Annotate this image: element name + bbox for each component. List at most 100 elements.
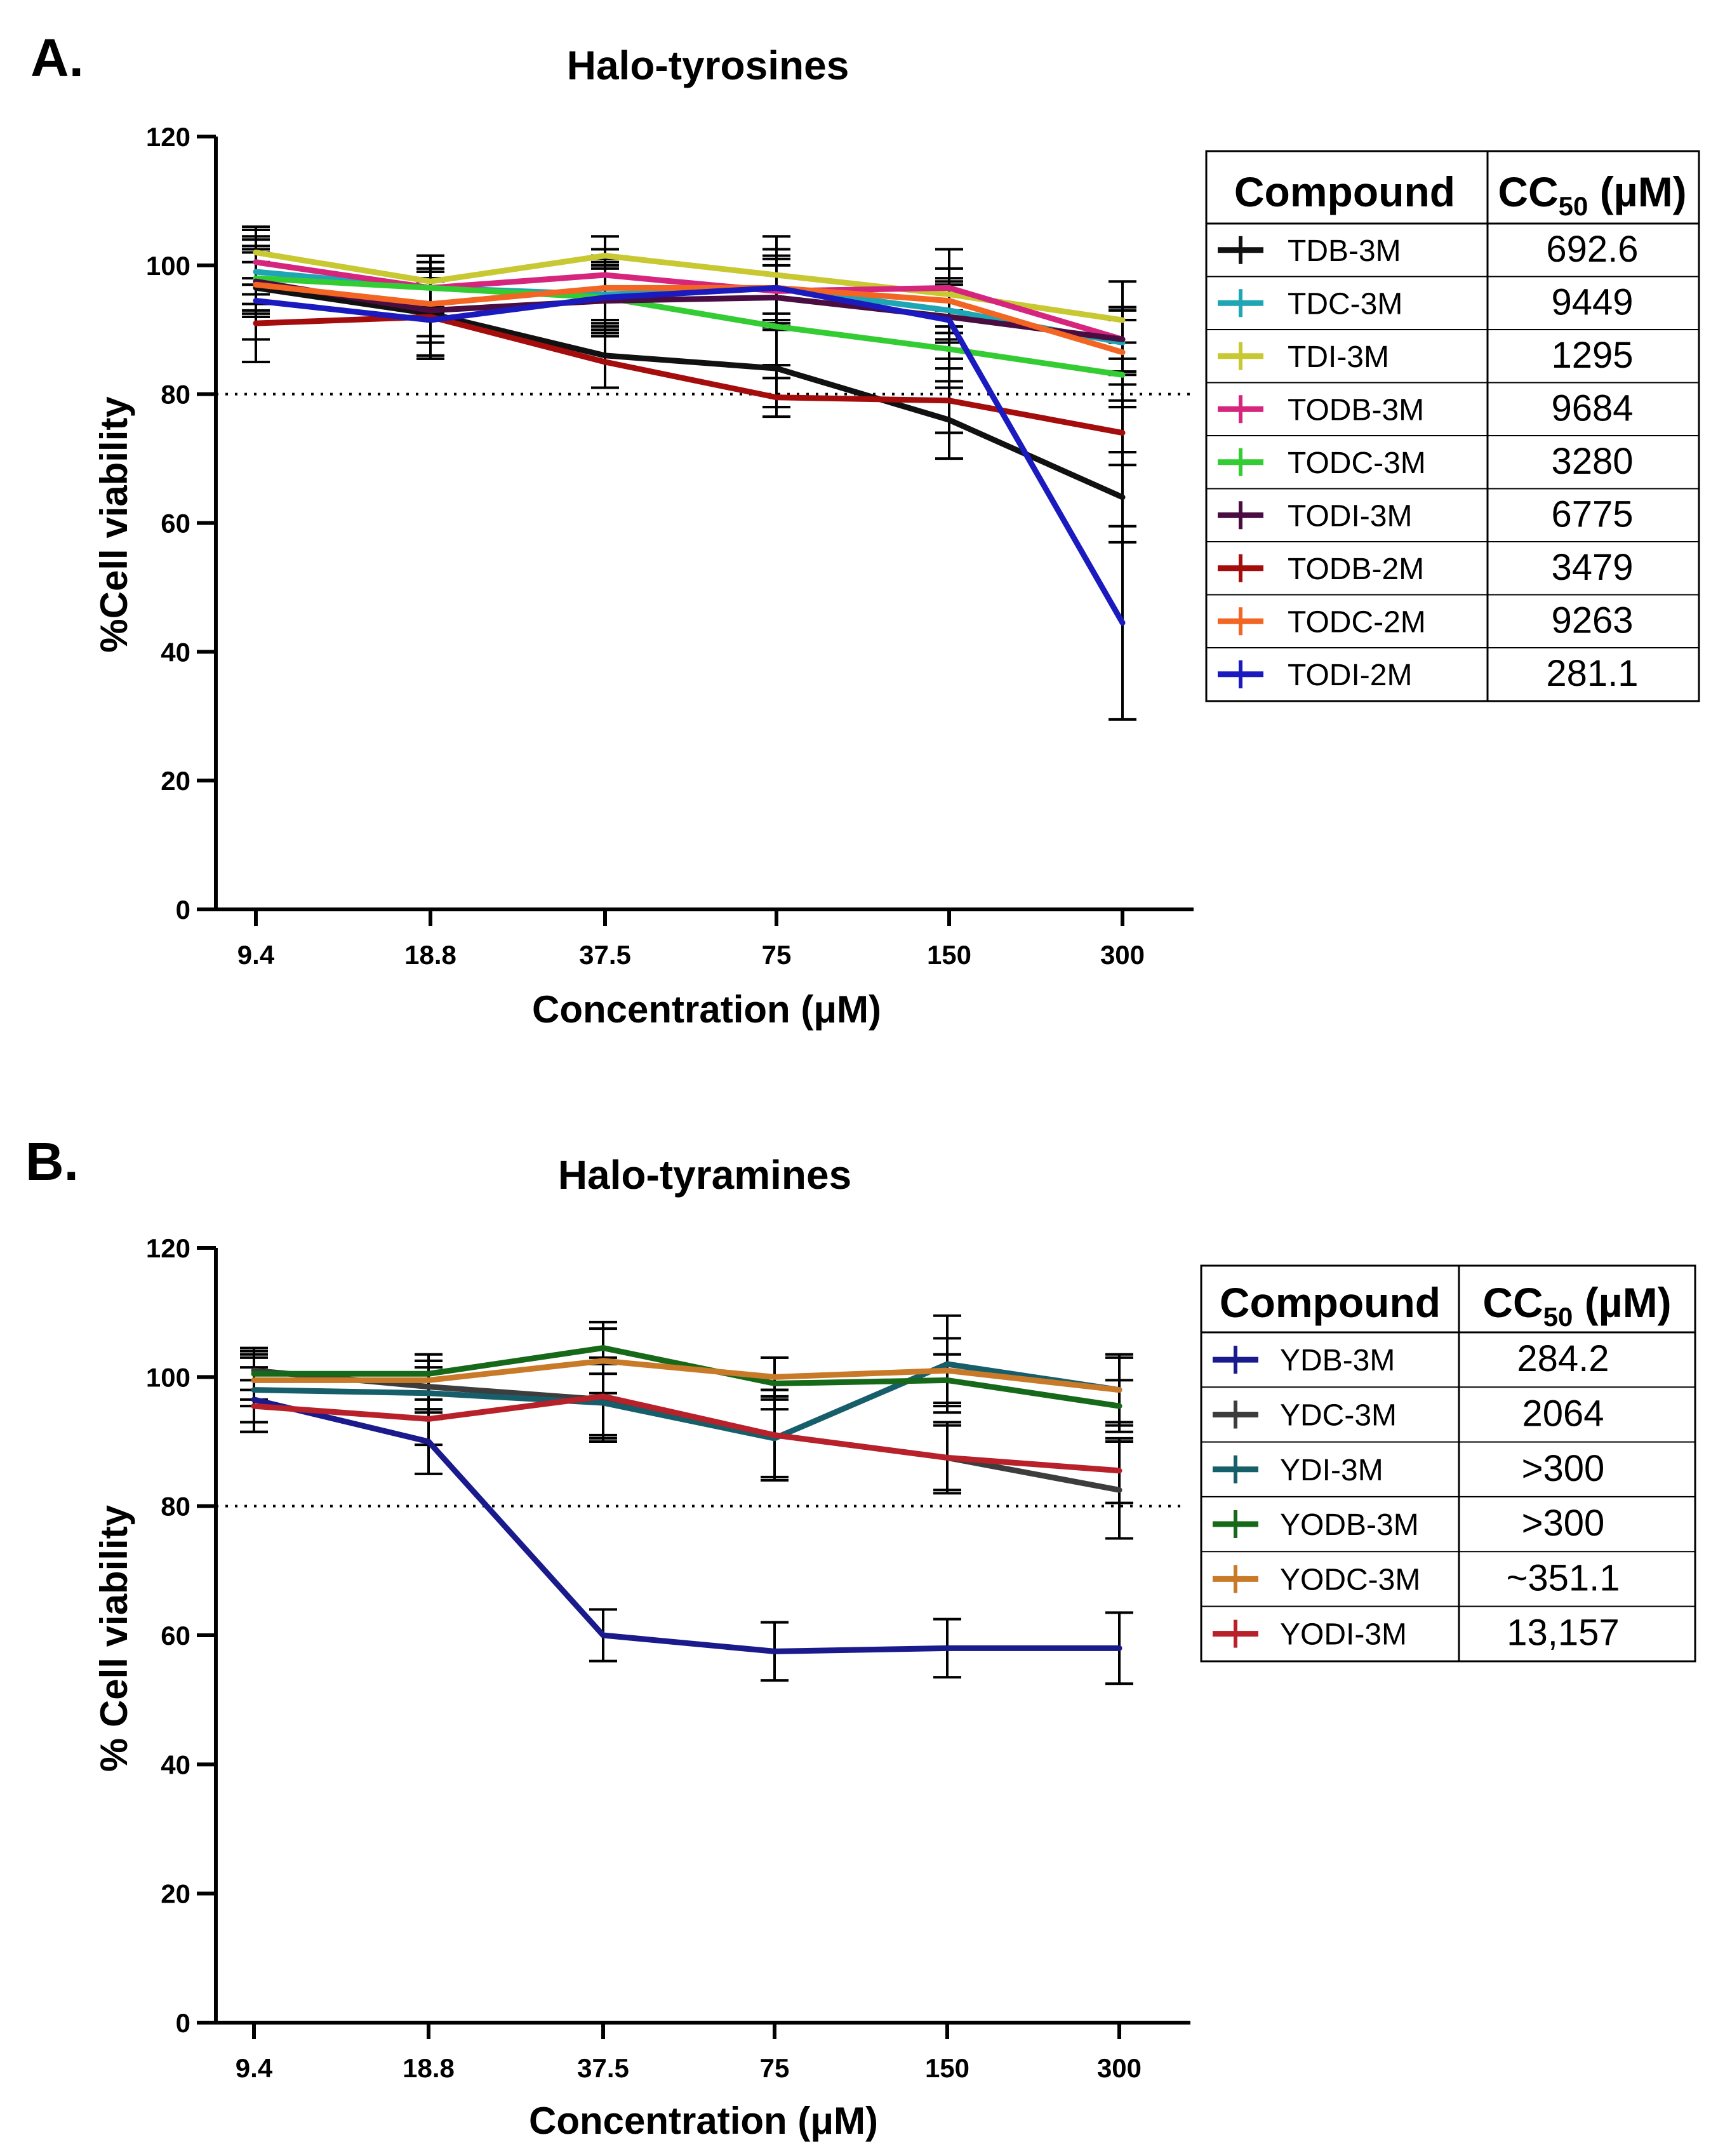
- panel-b-x-tick-label: 18.8: [403, 2053, 455, 2083]
- panel-a-point-todc-2m: [603, 285, 608, 291]
- panel-a-point-todc-2m: [1120, 349, 1125, 355]
- panel-b-legend-cc50-ydb-3m: 284.2: [1517, 1338, 1609, 1379]
- panel-a-point-tdb-3m: [1120, 494, 1125, 500]
- panel-a-y-tick-label: 120: [146, 122, 190, 152]
- panel-b-legend-cc50-ydi-3m: >300: [1522, 1448, 1605, 1489]
- panel-b-point-yodb-3m: [945, 1377, 950, 1383]
- panel-a-legend-cc50-todc-3m: 3280: [1551, 441, 1633, 482]
- panel-a-legend-name-tdi-3m: TDI-3M: [1288, 340, 1389, 374]
- panel-a-point-todi-3m: [1120, 337, 1125, 342]
- panel-b-point-yodb-3m: [601, 1345, 606, 1351]
- panel-a-series-todb-2m: [253, 314, 1126, 436]
- panel-b-legend-cc50-ydc-3m: 2064: [1522, 1393, 1604, 1434]
- panel-a-y-tick-label: 80: [161, 380, 190, 410]
- panel-b-legend-header-cc50: CC50 (µM): [1482, 1279, 1671, 1332]
- panel-a-y-tick-label: 60: [161, 509, 190, 539]
- panel-a-letter: A.: [30, 28, 84, 88]
- panel-a-legend-cc50-todi-2m: 281.1: [1546, 653, 1638, 694]
- panel-a-x-tick-label: 18.8: [404, 940, 456, 970]
- panel-b-letter: B.: [25, 1132, 79, 1191]
- panel-b-legend-row-ydb-3m: YDB-3M 284.2: [1213, 1338, 1609, 1379]
- panel-a-series-todc-3m: [253, 275, 1126, 378]
- panel-b-point-ydb-3m: [1117, 1645, 1122, 1651]
- panel-b-x-tick-label: 9.4: [236, 2053, 273, 2083]
- panel-b-point-ydi-3m: [251, 1387, 256, 1393]
- panel-a-point-todb-3m: [947, 285, 952, 291]
- panel-a-x-tick-label: 300: [1100, 940, 1145, 970]
- panel-b-point-yodi-3m: [1117, 1468, 1122, 1473]
- panel-a-point-tdi-3m: [1120, 318, 1125, 323]
- panel-a-legend-row-tdb-3m: TDB-3M 692.6: [1218, 229, 1639, 270]
- panel-a-legend-name-todc-3m: TODC-3M: [1288, 446, 1426, 480]
- panel-a-point-todi-2m: [1120, 620, 1125, 626]
- panel-b-legend-frame: [1200, 1264, 1696, 1663]
- panel-a-legend-cc50-tdc-3m: 9449: [1551, 281, 1633, 323]
- panel-b-y-tick-label: 40: [161, 1750, 190, 1779]
- panel-a-point-tdb-3m: [947, 417, 952, 423]
- panel-a-legend-name-tdc-3m: TDC-3M: [1288, 287, 1402, 321]
- panel-b-y-tick-label: 60: [161, 1621, 190, 1650]
- panel-a-legend-row-todb-2m: TODB-2M 3479: [1206, 541, 1699, 588]
- panel-b-point-ydb-3m: [251, 1396, 256, 1402]
- panel-a-series-todi-2m: [253, 285, 1126, 626]
- panel-b-y-tick-label: 120: [146, 1233, 190, 1263]
- panel-a-point-tdi-3m: [603, 253, 608, 258]
- panel-b-series-yodb-3m: [251, 1345, 1122, 1409]
- panel-a-point-todc-2m: [253, 282, 258, 288]
- panel-a-point-todb-2m: [253, 321, 258, 326]
- panel-a-point-tdb-3m: [603, 352, 608, 358]
- panel-b-point-yodc-3m: [251, 1377, 256, 1383]
- panel-a-series-todi-3m: [253, 278, 1126, 342]
- panel-a-y-tick-label: 20: [161, 766, 190, 796]
- panel-a-point-todi-2m: [428, 318, 433, 323]
- panel-b-legend-name-yodi-3m: YODI-3M: [1280, 1618, 1407, 1652]
- panel-a-legend-row-todi-2m: TODI-2M 281.1: [1206, 647, 1699, 694]
- panel-b-series-yodi-3m: [251, 1393, 1122, 1474]
- panel-b-point-ydc-3m: [1117, 1487, 1122, 1493]
- panel-a-point-todb-3m: [253, 259, 258, 265]
- panel-a-point-tdc-3m: [947, 307, 952, 313]
- panel-a-x-tick-label: 37.5: [579, 940, 631, 970]
- panel-b-point-yodb-3m: [772, 1381, 777, 1386]
- panel-b-point-ydi-3m: [601, 1400, 606, 1405]
- panel-a-legend-name-todc-2m: TODC-2M: [1288, 605, 1426, 639]
- panel-a-point-todc-3m: [774, 324, 779, 330]
- panel-a-legend-cc50-todi-3m: 6775: [1551, 493, 1633, 535]
- panel-b-x-tick-label: 150: [925, 2053, 969, 2083]
- panel-a-series-tdb-3m: [253, 285, 1126, 500]
- panel-a-point-todc-3m: [1120, 372, 1125, 378]
- panel-a-legend-header-cc50: CC50 (µM): [1498, 168, 1686, 221]
- panel-a-y-axis-title: %Cell viability: [93, 396, 135, 653]
- panel-a-legend-cc50-todc-2m: 9263: [1551, 599, 1633, 641]
- panel-a-legend-cc50-todb-3m: 9684: [1551, 387, 1633, 429]
- panel-b-legend-cc50-yodb-3m: >300: [1522, 1503, 1605, 1544]
- panel-b-point-yodi-3m: [426, 1416, 431, 1422]
- panel-b-point-yodi-3m: [601, 1393, 606, 1399]
- panel-a-point-tdi-3m: [253, 250, 258, 255]
- panel-b-legend-name-ydc-3m: YDC-3M: [1280, 1398, 1397, 1432]
- panel-b-point-yodc-3m: [772, 1374, 777, 1380]
- panel-a-legend-row-tdc-3m: TDC-3M 9449: [1206, 276, 1699, 323]
- panel-a-legend-name-todi-3m: TODI-3M: [1288, 499, 1412, 533]
- panel-b-y-axis-title: % Cell viability: [93, 1504, 135, 1772]
- panel-a-point-todi-2m: [253, 298, 258, 304]
- panel-a-point-tdi-3m: [774, 272, 779, 278]
- panel-b-legend-cc50-yodc-3m: ~351.1: [1506, 1557, 1620, 1598]
- panel-a-point-todi-2m: [947, 318, 952, 323]
- panel-b-point-yodc-3m: [601, 1358, 606, 1363]
- panel-b-point-yodc-3m: [1117, 1387, 1122, 1393]
- panel-b-legend-cc50-yodi-3m: 13,157: [1507, 1612, 1619, 1654]
- panel-b-point-ydi-3m: [945, 1362, 950, 1367]
- panel-a-series-todc-2m: [253, 281, 1126, 356]
- panel-a-x-axis-title: Concentration (μM): [532, 988, 881, 1031]
- panel-a-legend-cc50-tdb-3m: 692.6: [1546, 229, 1638, 270]
- panel-a-legend-frame: [1205, 150, 1700, 702]
- panel-b-y-tick-label: 100: [146, 1362, 190, 1392]
- panel-a-legend-name-todb-3m: TODB-3M: [1288, 393, 1424, 427]
- panel-b-legend-row-ydi-3m: YDI-3M >300: [1201, 1441, 1695, 1489]
- panel-b-title: Halo-tyramines: [558, 1152, 851, 1198]
- panel-b-y-tick-label: 0: [176, 2008, 190, 2038]
- panel-a-legend-header-compound: Compound: [1234, 168, 1455, 215]
- panel-b-point-ydb-3m: [772, 1649, 777, 1654]
- panel-a-legend-row-tdi-3m: TDI-3M 1295: [1206, 329, 1699, 376]
